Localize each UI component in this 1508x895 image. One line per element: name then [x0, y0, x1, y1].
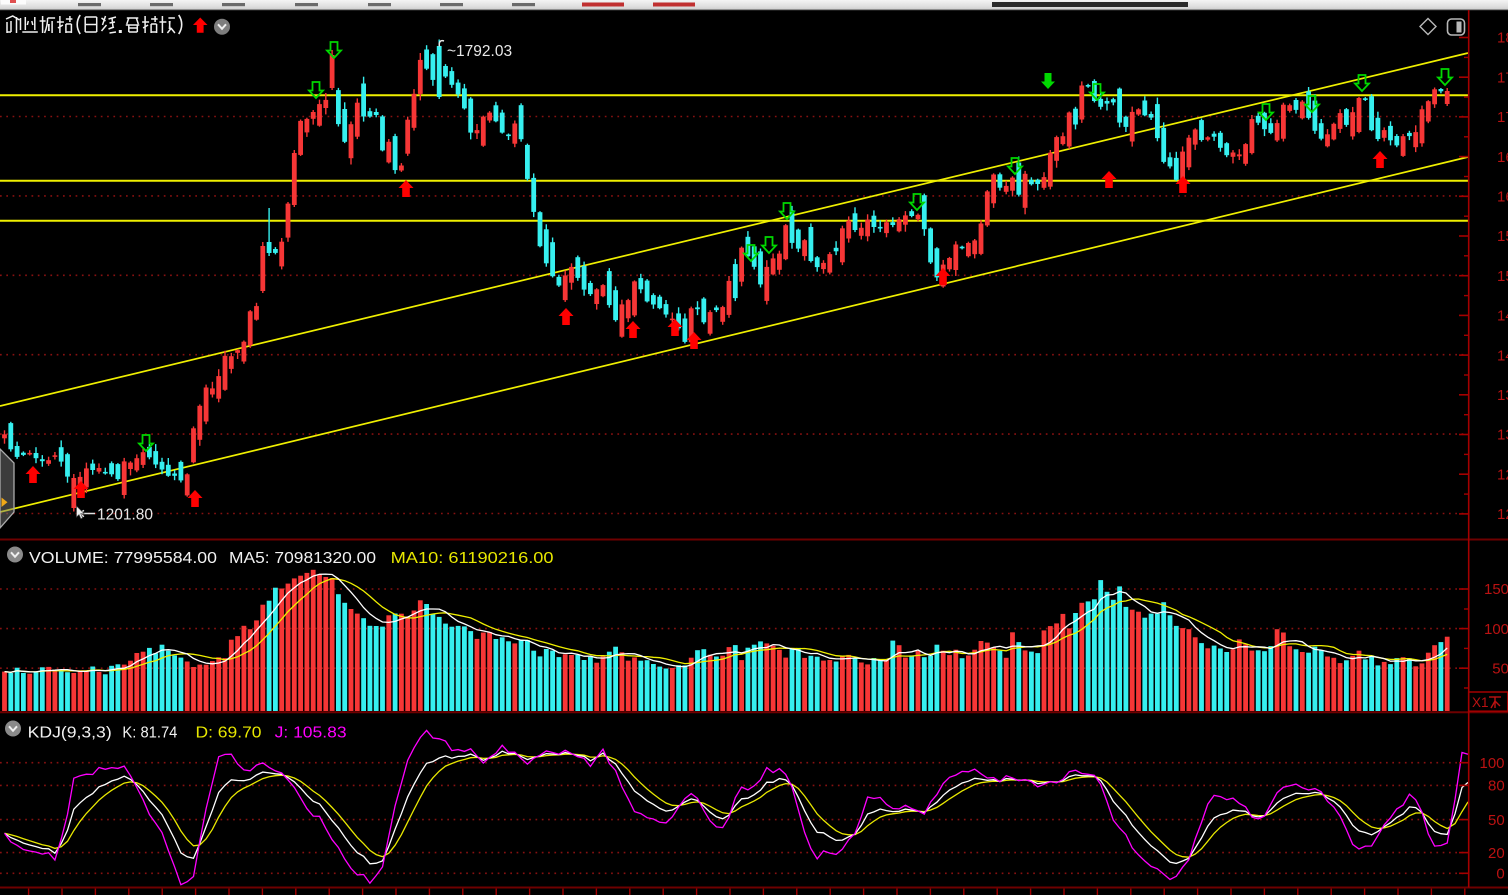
svg-text:17: 17	[1497, 109, 1508, 126]
svg-text:16: 16	[1497, 189, 1508, 206]
svg-text:12: 12	[1497, 506, 1508, 523]
svg-text:J: 105.83: J: 105.83	[275, 725, 347, 742]
svg-text:~1792.03: ~1792.03	[447, 43, 512, 60]
svg-text:15: 15	[1497, 228, 1508, 245]
svg-text:VOLUME: 77995584.00: VOLUME: 77995584.00	[29, 550, 217, 567]
svg-text:1000: 1000	[1484, 621, 1508, 638]
svg-text:16: 16	[1497, 149, 1508, 166]
svg-text:13: 13	[1497, 387, 1508, 404]
svg-text:50: 50	[1488, 812, 1505, 829]
svg-text:18: 18	[1497, 30, 1508, 47]
svg-text:17: 17	[1497, 69, 1508, 86]
svg-text:0: 0	[1496, 866, 1504, 883]
svg-text:14: 14	[1497, 347, 1508, 364]
svg-text:13: 13	[1497, 427, 1508, 444]
svg-text:15: 15	[1497, 268, 1508, 285]
svg-text:KDJ(9,3,3): KDJ(9,3,3)	[28, 725, 112, 742]
svg-text:100: 100	[1480, 755, 1505, 772]
svg-text:MA5: 70981320.00: MA5: 70981320.00	[229, 550, 376, 567]
svg-text:20: 20	[1488, 845, 1505, 862]
svg-text:500: 500	[1492, 660, 1508, 677]
svg-text:14: 14	[1497, 308, 1508, 325]
svg-text:X1: X1	[1472, 695, 1489, 710]
svg-text:1201.80: 1201.80	[97, 507, 153, 524]
svg-text:12: 12	[1497, 466, 1508, 483]
svg-text:80: 80	[1488, 778, 1505, 795]
svg-text:D: 69.70: D: 69.70	[196, 725, 262, 742]
svg-text:MA10: 61190216.00: MA10: 61190216.00	[391, 550, 554, 567]
svg-text:K: 81.74: K: 81.74	[122, 725, 177, 742]
svg-text:1500: 1500	[1484, 581, 1508, 598]
